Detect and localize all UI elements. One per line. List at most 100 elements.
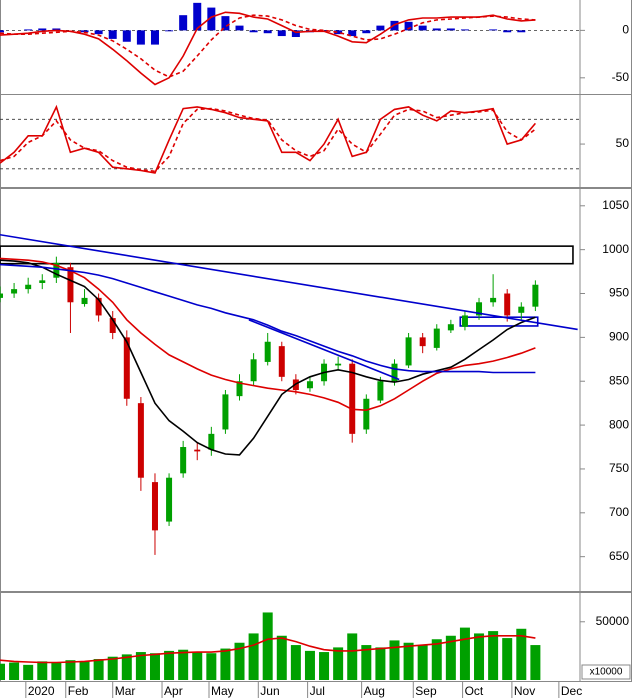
volume-bar <box>164 650 175 680</box>
candle-body <box>278 346 285 377</box>
volume-bar <box>290 645 301 680</box>
volume-bar <box>375 647 386 680</box>
candle-body <box>236 381 243 397</box>
histogram-bar <box>432 28 441 31</box>
histogram-bar <box>179 15 188 31</box>
x-tick-label: Feb <box>68 684 89 698</box>
x-tick-label: May <box>211 684 234 698</box>
indicator-line <box>0 263 536 374</box>
y-tick-label: -50 <box>612 70 630 84</box>
candle-body <box>461 315 468 327</box>
histogram-bar <box>376 25 385 31</box>
candle-body <box>67 267 74 303</box>
volume-bar <box>276 635 287 680</box>
candle-body <box>518 306 525 313</box>
volume-bar <box>220 648 231 680</box>
volume-bar <box>135 652 146 680</box>
candle-body <box>151 482 158 531</box>
candle-body <box>0 293 3 298</box>
histogram-bar <box>122 30 131 42</box>
volume-bar <box>262 612 273 680</box>
candle-body <box>264 341 271 362</box>
histogram-bar <box>108 30 117 39</box>
candle-body <box>166 477 173 522</box>
x-tick-label: Sep <box>415 684 437 698</box>
volume-bar <box>107 656 118 680</box>
volume-bar <box>51 662 62 680</box>
candle-body <box>95 297 102 316</box>
histogram-bar <box>503 30 512 33</box>
indicator-line <box>0 259 536 456</box>
annotation-box <box>0 245 574 265</box>
volume-bar <box>333 647 344 680</box>
candle-body <box>363 398 370 430</box>
y-tick-label: 50000 <box>596 614 630 628</box>
candle-body <box>123 337 130 399</box>
volume-bar <box>361 645 372 680</box>
y-tick-label: 0 <box>622 23 629 37</box>
candle-body <box>532 284 539 307</box>
unit-label-box <box>581 664 631 680</box>
volume-bar <box>445 635 456 680</box>
histogram-bar <box>263 30 272 34</box>
indicator-line <box>0 257 536 412</box>
candle-body <box>306 381 313 389</box>
candle-body <box>433 328 440 348</box>
volume-bar <box>474 633 485 680</box>
candle-body <box>349 363 356 434</box>
x-tick-label: Apr <box>164 684 183 698</box>
histogram-bar <box>334 30 343 35</box>
candle-body <box>222 394 229 430</box>
histogram-bar <box>489 29 498 31</box>
y-tick-label: 1050 <box>602 198 629 212</box>
unit-label: x10000 <box>590 667 623 678</box>
x-tick-label: 2020 <box>28 684 55 698</box>
trend-line <box>248 319 400 381</box>
y-tick-label: 800 <box>609 417 629 431</box>
x-tick-label: Dec <box>561 684 582 698</box>
y-tick-label: 650 <box>609 549 629 563</box>
volume-bar <box>502 638 513 680</box>
candle-body <box>391 363 398 382</box>
volume-bar <box>0 663 5 680</box>
x-tick-label: Mar <box>115 684 136 698</box>
volume-bar <box>431 639 442 680</box>
volume-bar <box>178 649 189 680</box>
candle-body <box>208 433 215 450</box>
histogram-bar <box>517 30 526 33</box>
candle-body <box>109 318 116 333</box>
histogram-bar <box>38 28 47 31</box>
histogram-bar <box>460 29 469 31</box>
volume-bar <box>403 642 414 680</box>
histogram-bar <box>193 2 202 31</box>
y-tick-label: 950 <box>609 286 629 300</box>
volume-bar <box>319 652 330 680</box>
indicator-line <box>0 635 536 664</box>
volume-bar <box>93 659 104 680</box>
indicator-line <box>0 11 536 86</box>
candle-body <box>490 297 497 303</box>
histogram-bar <box>249 30 258 33</box>
volume-bar <box>121 654 132 680</box>
volume-bar <box>65 660 76 680</box>
histogram-bar <box>24 29 33 31</box>
y-tick-label: 900 <box>609 330 629 344</box>
histogram-bar <box>348 30 357 37</box>
volume-bar <box>9 662 20 680</box>
candle-body <box>25 284 32 290</box>
volume-bar <box>192 652 203 680</box>
volume-bar <box>304 650 315 680</box>
indicator-line <box>0 14 536 78</box>
histogram-bar <box>418 25 427 31</box>
candle-body <box>419 337 426 347</box>
volume-bar <box>516 628 527 680</box>
volume-bar <box>149 653 160 680</box>
volume-bar <box>37 661 48 680</box>
volume-bar <box>206 653 217 680</box>
volume-bar <box>79 661 90 680</box>
histogram-bar <box>94 30 103 35</box>
volume-bar <box>234 642 245 680</box>
y-tick-label: 700 <box>609 505 629 519</box>
